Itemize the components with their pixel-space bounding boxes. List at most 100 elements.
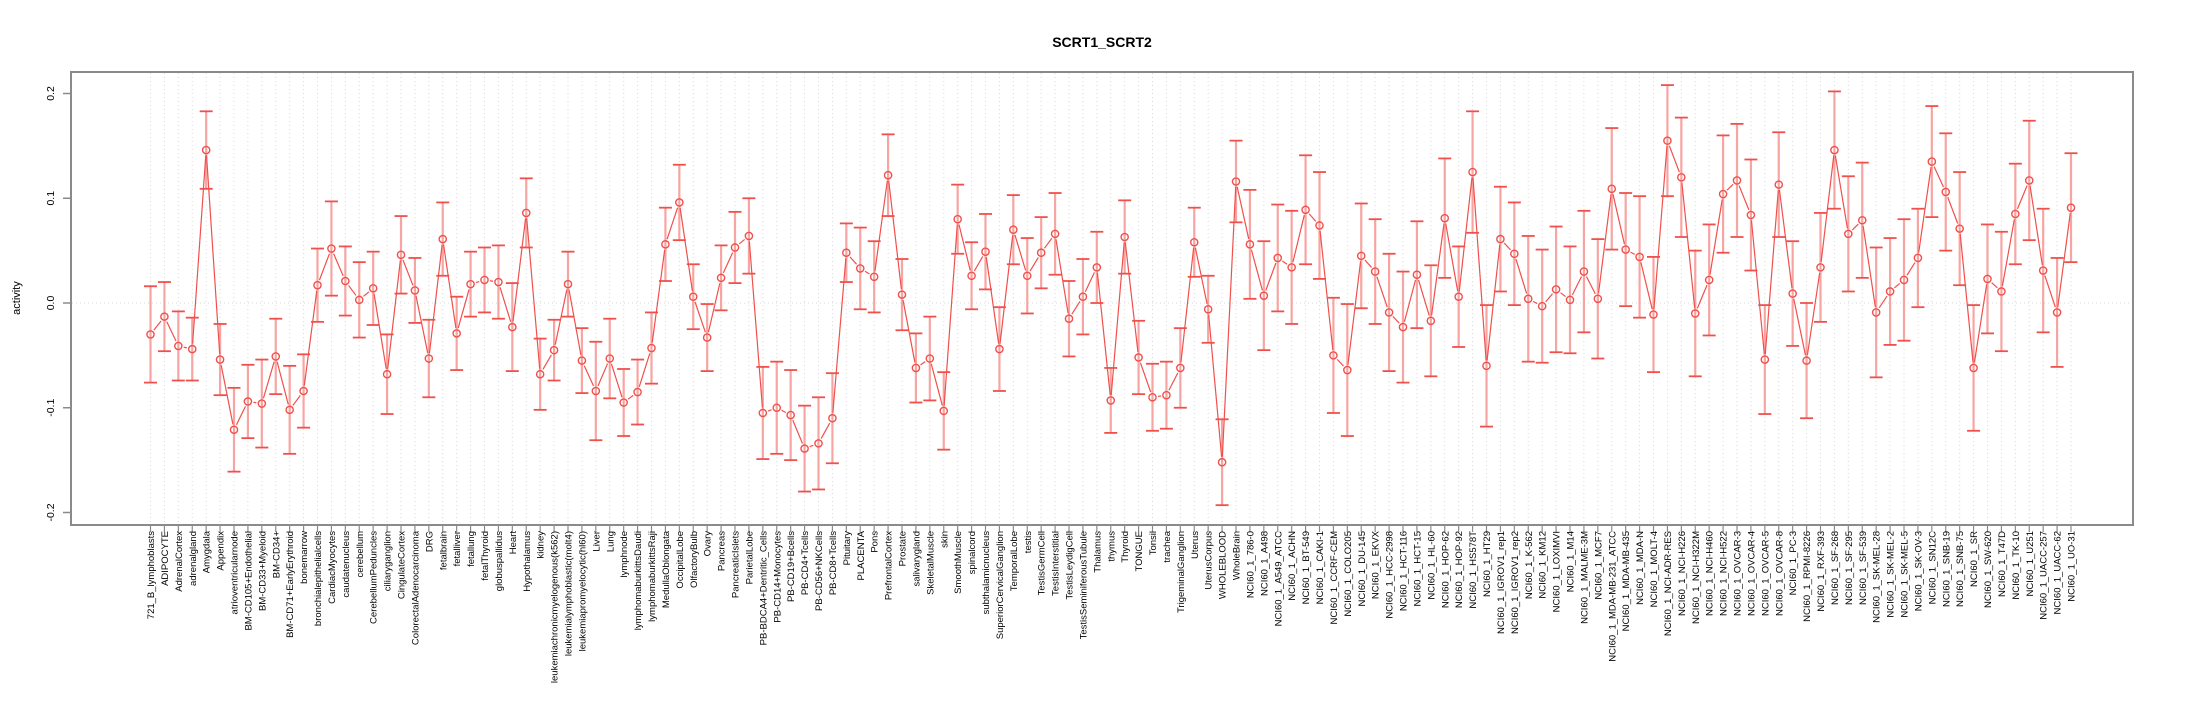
data-point-marker — [1899, 275, 1909, 285]
x-tick-label: NCI60_1_NCI-H226 — [1677, 531, 1688, 616]
data-point-marker — [535, 369, 545, 379]
data-point-marker — [1412, 270, 1422, 280]
series-segment — [1709, 199, 1723, 275]
data-point-marker — [396, 250, 406, 260]
x-tick-label: ciliaryganglion — [383, 531, 394, 591]
x-tick-label: NCI60_1_MCF7 — [1593, 531, 1604, 600]
x-tick-label: NCI60_1_SK-OV-3 — [1913, 531, 1924, 611]
series-segment — [1696, 284, 1708, 309]
data-point-marker — [1384, 308, 1394, 317]
x-tick-label: NCI60_1_OVCAR-3 — [1733, 531, 1744, 616]
series-segment — [920, 361, 926, 366]
data-point-marker — [995, 344, 1004, 354]
x-tick-label: NCI60_1_EKVX — [1371, 530, 1382, 599]
data-point-marker — [1718, 189, 1728, 199]
data-point-marker — [1551, 285, 1561, 294]
x-tick-label: TrigeminalGanglion — [1176, 531, 1187, 613]
data-point-marker — [1760, 355, 1770, 364]
x-tick-label: PB-CD56+NKCells — [814, 531, 825, 611]
series-segment — [276, 361, 289, 405]
x-tick-label: atrioventricularnode — [230, 531, 241, 614]
x-tick-label: caudatenucleus — [341, 531, 352, 598]
series-segment — [1918, 166, 1932, 253]
data-point-marker — [327, 244, 336, 253]
data-point-marker — [619, 398, 628, 407]
x-tick-label: NCI60_1_SK-MEL-2 — [1886, 531, 1897, 618]
series-segment — [781, 409, 787, 414]
data-point-marker — [1022, 271, 1032, 281]
data-point-marker — [1663, 136, 1672, 145]
data-point-marker — [1635, 252, 1644, 262]
x-tick-label: NCI60_1_NCI-H322M — [1691, 531, 1702, 624]
data-point-marker — [1732, 176, 1742, 185]
series-segment — [1750, 220, 1765, 355]
data-point-marker — [981, 247, 990, 256]
data-point-marker — [1969, 363, 1978, 373]
series-segment — [1292, 214, 1305, 263]
x-tick-label: NCI60_1_HCT-15 — [1412, 531, 1423, 607]
data-point-marker — [1454, 292, 1463, 302]
y-tick-label: -0.2 — [45, 503, 57, 521]
x-tick-label: NCI60_1_M14 — [1566, 531, 1577, 592]
data-point-marker — [549, 345, 559, 355]
data-point-marker — [1329, 351, 1338, 360]
x-tick-label: NCI60_1_HCT-116 — [1399, 531, 1410, 611]
data-point-marker — [146, 330, 155, 339]
series-segment — [820, 422, 831, 439]
series-segment — [1180, 247, 1195, 363]
data-point-marker — [716, 273, 726, 283]
series-segment — [1364, 259, 1372, 268]
x-tick-label: NCI60_1_BT-549 — [1301, 531, 1312, 604]
series-segment — [1265, 262, 1277, 291]
x-tick-label: bronchialepithelialcells — [313, 531, 324, 626]
x-tick-label: NCI60_1_T47D — [1997, 531, 2008, 597]
x-tick-label: Appendix — [216, 531, 227, 571]
x-tick-label: NCI60_1_SF-268 — [1830, 531, 1841, 605]
data-point-marker — [1844, 229, 1853, 239]
x-tick-label: NCI60_1_HCC-2998 — [1385, 531, 1396, 619]
x-tick-label: NCI60_1_SF-295 — [1844, 531, 1855, 605]
x-tick-label: PB-CD8+Tcells — [828, 531, 839, 595]
data-point-marker — [591, 386, 601, 396]
x-tick-label: BM-CD33+Myeloid — [257, 531, 268, 611]
x-tick-label: NCI60_1_A498 — [1259, 531, 1270, 596]
series-segment — [1194, 247, 1208, 305]
series-segment — [888, 180, 902, 290]
data-point-marker — [1537, 301, 1547, 311]
x-tick-label: NCI60_1_NCI-H522 — [1719, 531, 1730, 616]
data-point-marker — [1468, 167, 1477, 177]
x-tick-label: Pancreas — [717, 531, 728, 571]
x-tick-label: lymphnode — [619, 531, 630, 577]
series-segment — [1168, 372, 1179, 391]
data-point-marker — [2066, 203, 2076, 212]
x-tick-label: Amygdala — [202, 530, 213, 573]
series-segment — [1738, 185, 1750, 211]
series-segment — [1486, 244, 1501, 361]
series-segment — [943, 224, 958, 406]
series-segment — [1764, 190, 1779, 355]
data-point-marker — [1746, 210, 1756, 220]
data-point-marker — [1857, 215, 1867, 225]
data-point-marker — [2024, 176, 2034, 185]
data-point-marker — [257, 399, 267, 408]
x-tick-label: ParietalLobe — [744, 531, 755, 584]
x-tick-label: lymphomaburkittsRaji — [647, 531, 658, 622]
x-tick-label: WholeBrain — [1232, 531, 1243, 580]
series-segment — [958, 224, 971, 271]
series-segment — [166, 321, 177, 342]
series-segment — [1124, 242, 1139, 353]
x-tick-label: Tonsil — [1148, 531, 1159, 555]
x-tick-label: leukemiachronicmyelogenous(k562) — [550, 531, 561, 683]
x-tick-label: NCI60_1_SW-620 — [1983, 531, 1994, 608]
x-tick-label: TestisLeydigCell — [1065, 531, 1076, 600]
x-tick-label: trachea — [1162, 530, 1173, 562]
x-tick-label: OccipitalLobe — [675, 531, 686, 589]
x-tick-label: adrenalgland — [188, 531, 199, 586]
series-segment — [666, 207, 679, 240]
x-tick-label: UterusCorpus — [1204, 531, 1215, 590]
x-tick-label: NCI60_1_MDA-MB-231_ATCC — [1607, 531, 1618, 662]
series-segment — [303, 290, 318, 386]
x-tick-label: PB-BDCA4+Dentritic_Cells — [758, 531, 769, 646]
x-tick-label: CerebellumPeduncles — [369, 531, 380, 624]
series-segment — [402, 259, 414, 286]
